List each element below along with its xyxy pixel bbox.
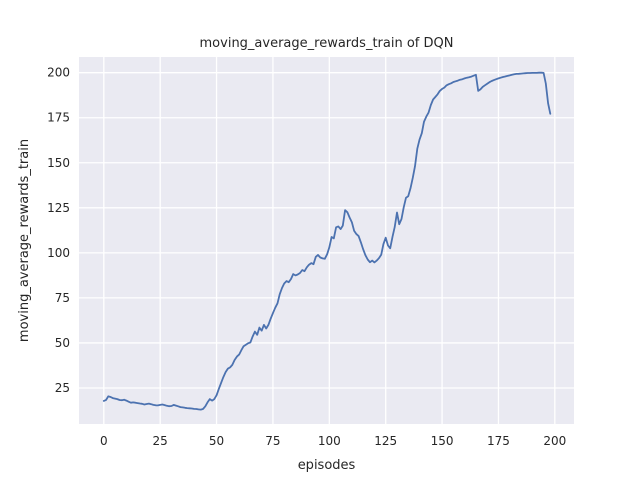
y-tick-label: 25 [55,381,70,395]
y-tick-label: 200 [47,66,70,80]
y-tick-label: 75 [55,291,70,305]
plot-area [79,57,574,424]
x-axis-label: episodes [298,458,356,473]
dqn-rewards-line [102,71,552,411]
y-tick-label: 150 [47,156,70,170]
x-tick-label: 0 [100,434,108,448]
x-tick-label: 100 [318,434,341,448]
y-tick-label: 175 [47,111,70,125]
x-tick-label: 125 [374,434,397,448]
x-tick-label: 25 [153,434,168,448]
x-tick-label: 75 [265,434,280,448]
chart-title: moving_average_rewards_train of DQN [200,36,454,51]
y-axis-label: moving_average_rewards_train [17,139,32,342]
y-tick-label: 100 [47,246,70,260]
x-tick-label: 175 [487,434,510,448]
x-tick-label: 150 [431,434,454,448]
y-tick-label: 50 [55,336,70,350]
chart-layers: 0 25 50 75 100 125 150 175 200 25 50 75 100 125 150 175… [47,57,574,448]
x-tick-label: 200 [543,434,566,448]
x-tick-label: 50 [209,434,224,448]
y-tick-label: 125 [47,201,70,215]
